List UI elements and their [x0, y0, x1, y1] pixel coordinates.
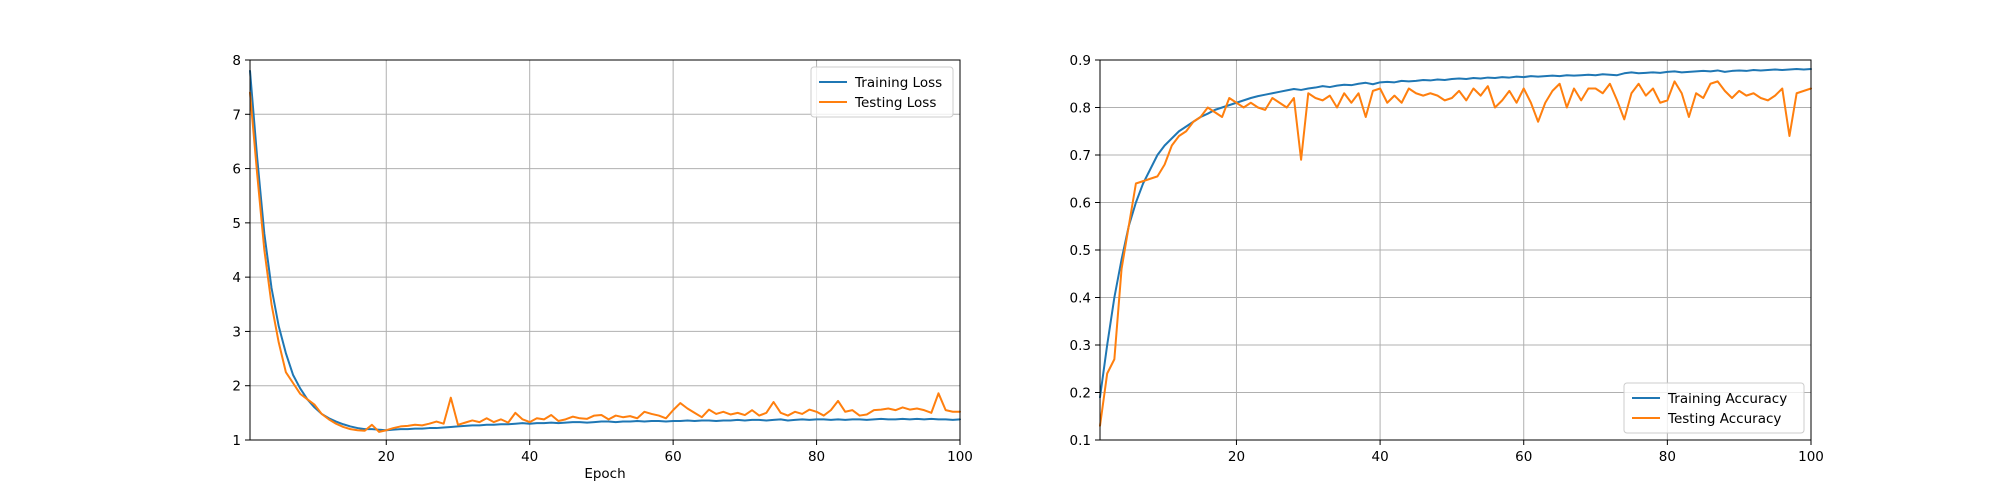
- y-tick-label: 0.5: [1070, 243, 1091, 259]
- x-tick-label: 80: [808, 449, 825, 465]
- x-axis-label: Epoch: [584, 466, 625, 482]
- plot-frame: [249, 59, 961, 441]
- series-line-testing-loss: [249, 91, 961, 433]
- series-line-training-accuracy: [1099, 68, 1812, 399]
- y-tick-label: 2: [232, 379, 241, 395]
- y-tick-label: 0.3: [1070, 338, 1091, 354]
- y-tick-label: 0.4: [1070, 291, 1091, 307]
- legend-label: Training Loss: [854, 75, 942, 91]
- series-line-testing-accuracy: [1099, 80, 1812, 427]
- loss-chart: 20 40 60 80 100 1 2 3 4 5 6 7 8 Epoch Training Loss Tes…: [232, 53, 972, 482]
- y-tick-label: 0.1: [1070, 433, 1091, 449]
- y-tick-label: 5: [232, 216, 241, 232]
- x-tick-label: 60: [1515, 449, 1532, 465]
- x-tick-label: 80: [1659, 449, 1676, 465]
- y-tick-label: 3: [232, 324, 241, 340]
- y-tick-label: 0.7: [1070, 148, 1091, 164]
- y-tick-label: 6: [232, 162, 241, 178]
- y-tick-label: 8: [232, 53, 241, 69]
- x-tick-label: 20: [1228, 449, 1245, 465]
- y-tick-label: 0.2: [1070, 386, 1091, 402]
- y-tick-label: 4: [232, 270, 241, 286]
- x-tick-label: 40: [521, 449, 538, 465]
- y-tick-label: 0.8: [1070, 101, 1091, 117]
- legend-label: Testing Accuracy: [1667, 411, 1781, 427]
- x-tick-label: 100: [1798, 449, 1824, 465]
- x-tick-label: 40: [1371, 449, 1388, 465]
- x-tick-label: 20: [378, 449, 395, 465]
- y-tick-label: 1: [232, 433, 241, 449]
- x-tick-label: 100: [947, 449, 973, 465]
- legend-label: Training Accuracy: [1667, 391, 1787, 407]
- legend-box: [810, 66, 954, 118]
- y-tick-label: 0.9: [1070, 53, 1091, 69]
- accuracy-chart: 20 40 60 80 100 0.1 0.2 0.3 0.4 0.5 0.6 0.7 0.8 0.9 Tr…: [1070, 53, 1824, 465]
- x-tick-label: 60: [665, 449, 682, 465]
- legend: Training Loss Testing Loss: [810, 66, 954, 118]
- series-line-training-loss: [249, 69, 961, 432]
- legend: Training Accuracy Testing Accuracy: [1623, 382, 1805, 434]
- y-tick-label: 7: [232, 107, 241, 123]
- y-tick-label: 0.6: [1070, 196, 1091, 212]
- legend-label: Testing Loss: [854, 95, 936, 111]
- legend-box: [1623, 382, 1805, 434]
